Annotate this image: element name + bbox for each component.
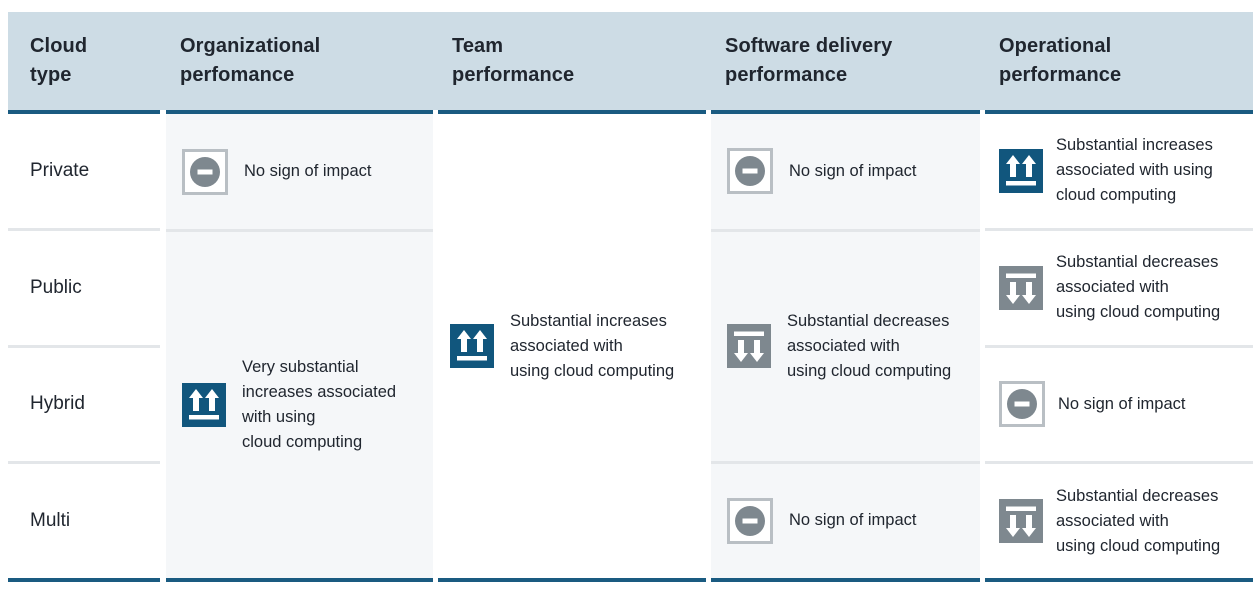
column-operational-performance: Substantial increases associated with us…: [985, 110, 1253, 582]
cell-text: Substantial decreases associated with us…: [1056, 253, 1221, 322]
double-up-arrow-icon: [999, 148, 1043, 193]
row-divider: [985, 461, 1253, 465]
row-divider: [711, 460, 980, 464]
column-team-performance: Substantial increases associated with us…: [438, 110, 706, 582]
column-organizational-performance: No sign of impact Very substantial incre…: [166, 110, 433, 582]
double-down-arrow-icon: [999, 499, 1043, 544]
header-software-delivery-performance: Software delivery performance: [725, 35, 893, 86]
header-organizational-performance: Organizational perfomance: [180, 35, 321, 86]
cell-organizational-private: No sign of impact: [166, 114, 433, 229]
double-down-arrow-icon: [727, 324, 771, 368]
row-divider: [985, 227, 1253, 231]
cell-team-all-rows: Substantial increases associated with us…: [438, 114, 706, 578]
cell-organizational-public-hybrid-multi: Very substantial increases associated wi…: [166, 232, 433, 578]
double-up-arrow-icon: [450, 324, 494, 368]
minus-circle-icon: [727, 497, 773, 544]
row-divider: [166, 229, 433, 233]
row-divider: [985, 344, 1253, 348]
cell-software-delivery-public-hybrid: Substantial decreases associated with us…: [711, 232, 980, 461]
minus-circle-icon: [727, 148, 773, 195]
header-team-performance: Team performance: [452, 35, 575, 86]
column-software-delivery-performance: No sign of impact Substantial decreases …: [711, 110, 980, 582]
cell-text: Substantial decreases associated with us…: [1056, 486, 1221, 555]
row-divider: [711, 228, 980, 232]
row-label-multi: Multi: [30, 510, 71, 532]
row-label-hybrid: Hybrid: [30, 393, 85, 415]
cell-operational-hybrid: No sign of impact: [985, 348, 1253, 462]
double-up-arrow-icon: [182, 383, 226, 428]
cell-software-delivery-private: No sign of impact: [711, 114, 980, 229]
cell-text: Substantial increases associated with us…: [1056, 136, 1213, 205]
row-label-public: Public: [30, 276, 82, 298]
cell-text: Substantial decreases associated with us…: [787, 311, 952, 380]
minus-circle-icon: [182, 148, 228, 195]
cell-text: No sign of impact: [789, 161, 917, 180]
cell-software-delivery-multi: No sign of impact: [711, 464, 980, 579]
cell-text: Substantial increases associated with us…: [510, 311, 675, 380]
row-divider: [8, 344, 160, 348]
row-divider: [8, 461, 160, 465]
row-label-private: Private: [30, 159, 90, 181]
table-header-row: Cloud type Organizational perfomance Tea…: [8, 12, 1253, 110]
cell-text: Very substantial increases associated wi…: [242, 358, 397, 452]
cell-text: No sign of impact: [1058, 394, 1186, 413]
cell-operational-multi: Substantial decreases associated with us…: [985, 464, 1253, 578]
header-cloud-type: Cloud type: [30, 35, 88, 86]
double-down-arrow-icon: [999, 265, 1043, 310]
cell-operational-public: Substantial decreases associated with us…: [985, 231, 1253, 345]
row-divider: [8, 227, 160, 231]
minus-circle-icon: [999, 381, 1045, 428]
header-operational-performance: Operational performance: [999, 35, 1122, 86]
column-cloud-type: Private Public Hybrid Multi: [8, 110, 160, 582]
cell-operational-private: Substantial increases associated with us…: [985, 114, 1253, 228]
cell-text: No sign of impact: [244, 162, 372, 181]
cell-text: No sign of impact: [789, 511, 917, 530]
